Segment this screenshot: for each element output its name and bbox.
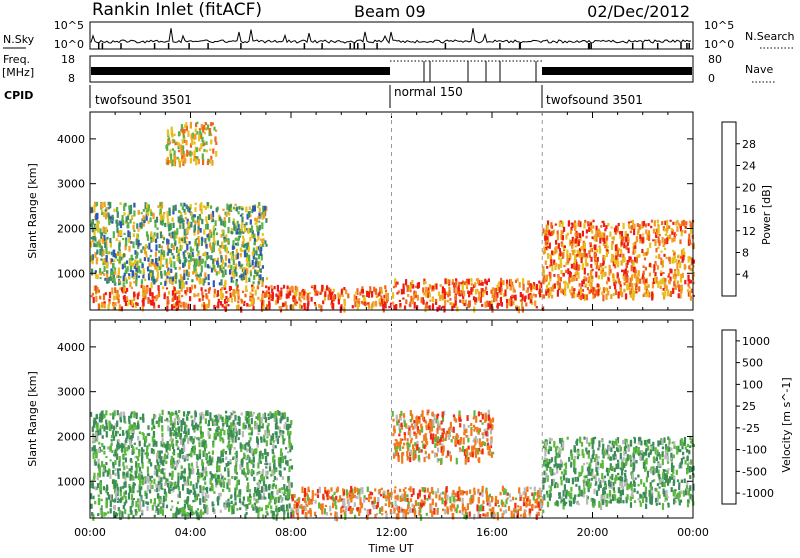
date-title: 02/Dec/2012 [587,2,690,21]
power-data [90,122,695,314]
colorbar-tick-label: 8 [742,247,749,260]
freq-trace-a [91,67,390,75]
nsky-tick-bottom: 10^0 [54,38,84,51]
nsky-tick-top: 10^5 [54,19,84,32]
freq-label: Freq. [3,53,30,66]
y-tick-label: 1000 [57,475,85,488]
nave-tick-bottom: 0 [708,72,715,85]
freq-tick-top: 18 [61,53,75,66]
colorbar-tick-label: 4 [742,268,749,281]
scatter-region-5 [542,220,695,302]
colorbar-tick-label: 500 [742,357,763,370]
colorbar-tick-label: 24 [742,160,756,173]
nsky-trace [91,28,691,49]
cpid-segment-1: twofsound 3501 [95,93,192,107]
time-axis: 00:00 04:00 08:00 12:00 16:00 20:00 00:00 [74,526,709,539]
colorbar-tick-label: 16 [742,203,756,216]
colorbar-tick-label: 20 [742,181,756,194]
cpid-segment-3: twofsound 3501 [546,93,643,107]
x-tick-label: 08:00 [275,526,307,539]
colorbar-frame [722,122,736,296]
y-tick-label: 4000 [57,133,85,146]
colorbar-tick-label: -1000 [742,487,774,500]
velocity-colorbar-label: Velocity [m s^-1] [780,377,793,472]
nsearch-label: N.Search [745,30,795,43]
colorbar-tick-label: 25 [742,400,756,413]
power-ylabel: Slant Range [km] [26,163,39,259]
y-tick-label: 3000 [57,178,85,191]
velocity-ylabel: Slant Range [km] [26,371,39,467]
freq-unit: [MHz] [2,66,34,79]
x-tick-label: 04:00 [175,526,207,539]
beam-title: Beam 09 [354,2,426,21]
freq-tick-bottom: 8 [68,72,75,85]
nsearch-tick-bottom: 10^0 [704,38,734,51]
station-title: Rankin Inlet (fitACF) [92,0,262,20]
y-tick-label: 2000 [57,430,85,443]
x-tick-label: 20:00 [577,526,609,539]
colorbar-tick-label: -500 [742,465,767,478]
cpid-label: CPID [4,89,33,102]
nsky-label: N.Sky [3,33,35,46]
velocity-colorbar: 1000 500 100 25 -25 -100 -500 -1000 [722,330,774,504]
scatter-region-3 [392,410,495,465]
y-tick-label: 4000 [57,341,85,354]
scatter-region-3 [165,122,217,168]
scatter-region-1 [91,285,393,313]
nave-label: Nave [745,63,773,76]
colorbar-tick-label: -100 [742,444,767,457]
colorbar-frame [722,330,736,504]
velocity-data [90,410,695,522]
nave-tick-top: 80 [708,53,722,66]
power-colorbar-label: Power [dB] [760,185,773,245]
nsky-line [91,28,691,43]
power-colorbar: 4 8 12 16 20 24 28 [722,122,756,296]
y-tick-label: 2000 [57,222,85,235]
colorbar-tick-label: -25 [742,422,760,435]
colorbar-tick-label: 12 [742,225,756,238]
freq-trace-b [542,67,692,75]
x-tick-label: 00:00 [74,526,106,539]
x-tick-label: 12:00 [376,526,408,539]
colorbar-tick-label: 1000 [742,335,770,348]
y-tick-label: 3000 [57,386,85,399]
nsearch-tick-top: 10^5 [704,19,734,32]
scatter-region-4 [392,278,544,314]
cpid-segment-2: normal 150 [394,85,463,99]
scatter-region-1 [90,410,293,521]
scatter-region-2 [291,486,544,522]
y-tick-label: 1000 [57,267,85,280]
nave-trace [390,61,542,82]
scatter-region-2 [90,202,268,289]
colorbar-tick-label: 100 [742,378,763,391]
time-axis-label: Time UT [367,542,413,554]
x-tick-label: 16:00 [476,526,508,539]
scatter-region-4 [542,437,695,511]
x-tick-label: 00:00 [677,526,709,539]
colorbar-tick-label: 28 [742,138,756,151]
